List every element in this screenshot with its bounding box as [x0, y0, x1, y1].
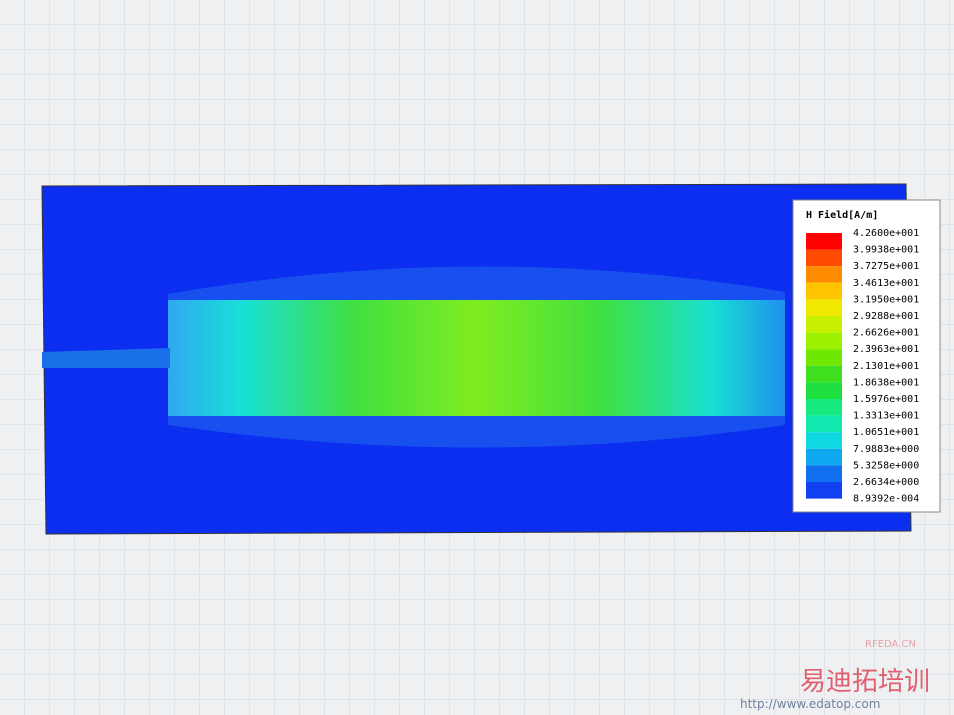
legend-label: 3.7275e+001: [853, 261, 919, 272]
legend-label: 8.9392e-004: [853, 494, 919, 505]
legend-label: 7.9883e+000: [853, 444, 919, 455]
legend-label: 5.3258e+000: [853, 460, 919, 471]
legend-swatch: [806, 282, 842, 300]
legend-swatch: [806, 482, 842, 499]
legend-swatch: [806, 432, 842, 449]
legend-label: 2.3963e+001: [853, 344, 919, 355]
legend-swatch: [806, 382, 842, 399]
legend-label: 4.2600e+001: [853, 228, 919, 239]
legend-swatch: [806, 332, 842, 350]
legend-label: 2.6626e+001: [853, 328, 919, 339]
legend-label: 3.9938e+001: [853, 245, 919, 256]
legend-swatch: [806, 316, 842, 333]
legend-title: H Field[A/m]: [806, 209, 878, 221]
legend-label: 1.5976e+001: [853, 394, 919, 405]
legend-label: 1.8638e+001: [853, 377, 919, 388]
legend-label: 3.1950e+001: [853, 294, 919, 305]
legend-swatch: [806, 465, 842, 482]
legend-swatch: [806, 365, 842, 383]
legend-label: 2.9288e+001: [853, 311, 919, 322]
legend-swatch: [806, 448, 842, 466]
feed-line: [42, 348, 170, 368]
legend-swatch: [806, 399, 842, 416]
legend: H Field[A/m] 4.2600e+001 3.9938e+001 3.727…: [792, 199, 941, 513]
legend-swatch: [806, 415, 842, 433]
legend-swatch: [806, 349, 842, 366]
legend-label: 2.1301e+001: [853, 361, 919, 372]
legend-swatch: [806, 299, 842, 316]
legend-label: 2.6634e+000: [853, 477, 919, 488]
watermark-brand: 易迪拓培训: [800, 667, 930, 697]
legend-swatch: [806, 249, 842, 267]
watermark-url: http://www.edatop.com: [740, 697, 880, 711]
legend-swatch: [806, 266, 842, 283]
legend-label: 1.0651e+001: [853, 427, 919, 438]
legend-label: 3.4613e+001: [853, 278, 919, 289]
legend-swatch: [806, 233, 842, 250]
field-region: [168, 300, 785, 416]
watermark-site: RFEDA.CN: [865, 639, 916, 650]
legend-label: 1.3313e+001: [853, 411, 919, 422]
